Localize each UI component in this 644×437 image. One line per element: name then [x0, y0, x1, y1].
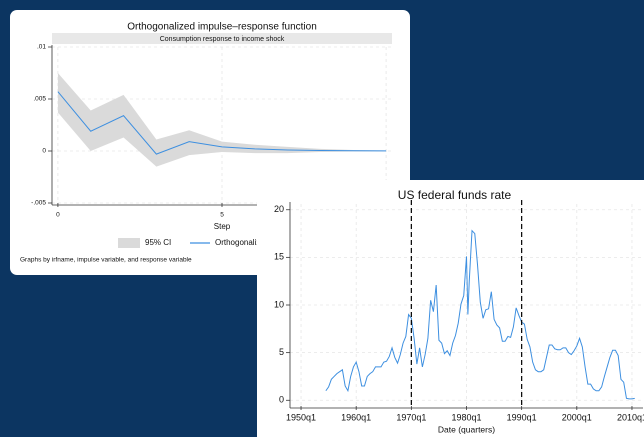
legend-label: 95% CI — [145, 238, 171, 247]
ci-band — [57, 73, 387, 167]
legend-swatch — [118, 238, 140, 248]
x-tick-label: 1980q1 — [451, 412, 481, 422]
x-axis-label: Date (quarters) — [438, 424, 495, 434]
subtitle-band — [52, 33, 392, 44]
y-tick-label: 5 — [279, 347, 284, 357]
rate-line — [325, 229, 635, 400]
irf-card: Orthogonalized impulse–response function… — [10, 10, 410, 275]
x-tick-label: 2000q1 — [562, 412, 592, 422]
x-tick-label: 2010q1 — [617, 412, 644, 422]
note: Graphs by irfname, impulse variable, and… — [20, 257, 192, 264]
x-tick-label: 1950q1 — [286, 412, 316, 422]
x-tick-label: 1990q1 — [507, 412, 537, 422]
y-tick-label: 10 — [274, 299, 284, 309]
x-axis-label: Step — [214, 222, 231, 231]
x-tick-label: 5 — [220, 212, 224, 219]
chart-subtitle: Consumption response to income shock — [160, 36, 285, 43]
legend-label: Orthogonalized irf — [215, 238, 279, 247]
x-tick-label: 1960q1 — [341, 412, 371, 422]
x-tick-label: 1970q1 — [396, 412, 426, 422]
fedfunds-card: US federal funds rate 0 5 10 15 20 1950q1 1960q… — [257, 180, 644, 437]
y-tick-label: .01 — [37, 44, 46, 51]
y-tick-label: 20 — [274, 204, 284, 214]
y-tick-label: .005 — [33, 96, 46, 103]
irf-chart: Orthogonalized impulse–response function… — [20, 22, 392, 264]
chart-title: US federal funds rate — [398, 188, 512, 202]
y-tick-label: -.005 — [31, 200, 46, 207]
fedfunds-chart: US federal funds rate 0 5 10 15 20 1950q1 1960q… — [274, 188, 644, 434]
chart-title: Orthogonalized impulse–response function — [127, 22, 317, 33]
irf-line — [57, 91, 387, 155]
y-tick-label: 15 — [274, 252, 284, 262]
y-tick-label: 0 — [279, 395, 284, 405]
y-tick-label: 0 — [42, 148, 46, 155]
x-tick-label: 0 — [56, 212, 60, 219]
